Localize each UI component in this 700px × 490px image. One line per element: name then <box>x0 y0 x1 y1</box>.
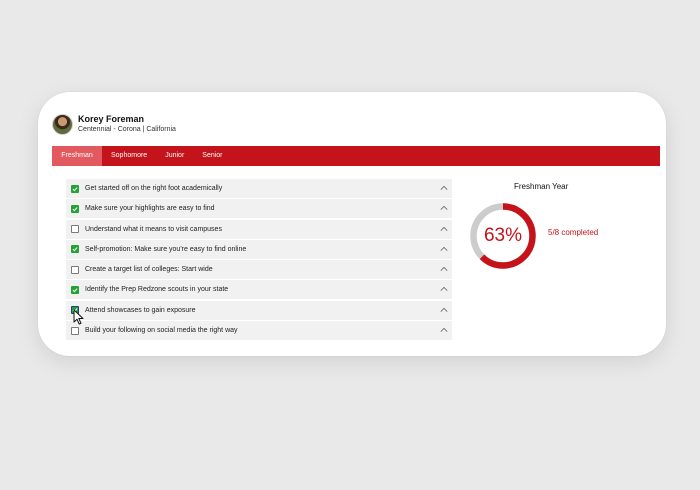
checklist-item-label: Understand what it means to visit campus… <box>85 225 222 233</box>
checklist: Get started off on the right foot academ… <box>66 179 452 341</box>
checklist-item[interactable]: Attend showcases to gain exposure <box>66 300 452 320</box>
tab-junior[interactable]: Junior <box>165 152 185 159</box>
profile-header: Korey Foreman Centennial - Corona | Cali… <box>52 112 176 136</box>
checkmark-icon <box>72 186 78 191</box>
checklist-item-label: Make sure your highlights are easy to fi… <box>85 205 215 213</box>
checklist-item-label: Get started off on the right foot academ… <box>85 185 223 192</box>
checklist-item-label: Self-promotion: Make sure you're easy to… <box>85 245 247 253</box>
progress-percent: 63% <box>483 225 523 246</box>
profile-name: Korey Foreman <box>78 113 145 124</box>
checkbox-checked[interactable] <box>71 306 79 315</box>
checklist-item-label: Identify the Prep Redzone scouts in your… <box>85 286 229 294</box>
chevron-up-icon[interactable] <box>440 286 448 292</box>
tab-senior[interactable]: Senior <box>202 152 223 159</box>
chevron-up-icon[interactable] <box>440 205 448 211</box>
checklist-item[interactable]: Understand what it means to visit campus… <box>66 219 452 239</box>
checklist-item[interactable]: Get started off on the right foot academ… <box>66 179 452 198</box>
tab-freshman[interactable]: Freshman <box>52 146 102 166</box>
profile-text: Korey Foreman Centennial - Corona | Cali… <box>78 114 176 135</box>
progress-completed-label: 5/8 completed <box>548 228 599 237</box>
avatar <box>52 113 73 135</box>
checkmark-icon <box>72 308 78 313</box>
chevron-up-icon[interactable] <box>440 307 448 313</box>
chevron-up-icon[interactable] <box>440 246 448 252</box>
checkbox-checked[interactable] <box>71 245 79 254</box>
progress-title: Freshman Year <box>514 182 569 191</box>
tab-sophomore[interactable]: Sophomore <box>111 152 148 159</box>
chevron-up-icon[interactable] <box>440 185 448 191</box>
checkbox-unchecked[interactable] <box>71 326 79 335</box>
checkbox-checked[interactable] <box>71 204 79 213</box>
checkmark-icon <box>72 288 78 293</box>
checklist-item[interactable]: Self-promotion: Make sure you're easy to… <box>66 239 452 259</box>
checklist-item[interactable]: Identify the Prep Redzone scouts in your… <box>66 280 452 300</box>
checkbox-checked[interactable] <box>71 184 79 193</box>
progress-ring <box>470 203 536 269</box>
checklist-item-label: Create a target list of colleges: Start … <box>85 266 213 274</box>
checklist-item-label: Build your following on social media the… <box>85 327 238 335</box>
checkmark-icon <box>72 206 78 212</box>
checkbox-unchecked[interactable] <box>71 265 79 274</box>
chevron-up-icon[interactable] <box>440 327 448 333</box>
chevron-up-icon[interactable] <box>440 226 448 232</box>
profile-location: Centennial - Corona | California <box>78 125 176 133</box>
checkbox-checked[interactable] <box>71 285 79 294</box>
year-tabs: Freshman Sophomore Junior Senior <box>52 146 660 166</box>
checklist-item-label: Attend showcases to gain exposure <box>85 306 196 314</box>
progress-ring-fill <box>470 203 536 269</box>
checklist-item[interactable]: Build your following on social media the… <box>66 321 452 341</box>
chevron-up-icon[interactable] <box>440 266 448 272</box>
year-checklist-card: Korey Foreman Centennial - Corona | Cali… <box>38 92 666 356</box>
checklist-item[interactable]: Make sure your highlights are easy to fi… <box>66 199 452 219</box>
checkbox-unchecked[interactable] <box>71 225 79 234</box>
checklist-item[interactable]: Create a target list of colleges: Start … <box>66 260 452 280</box>
checkmark-icon <box>72 247 78 252</box>
